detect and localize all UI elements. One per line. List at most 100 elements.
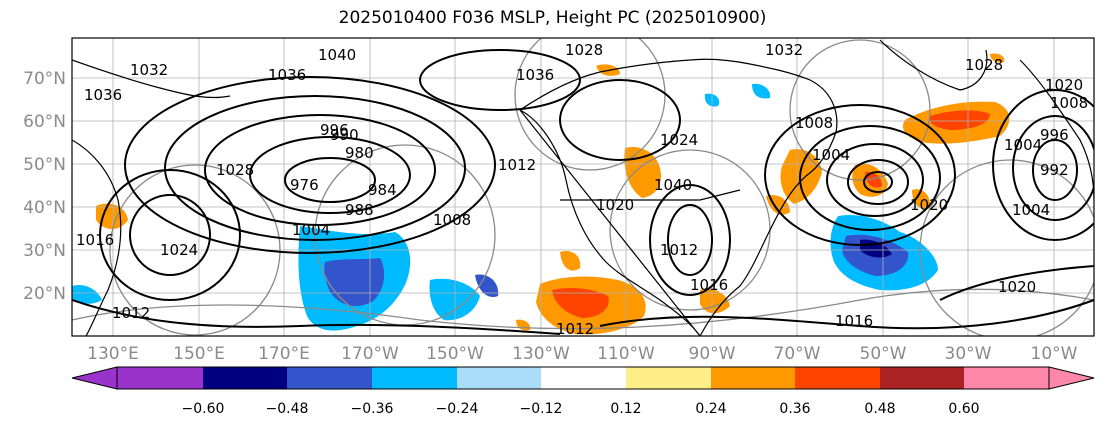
- isobar-label: 1020: [1045, 76, 1083, 94]
- longitude-labels: 130°E 150°E 170°E 170°W 150°W 130°W 110°…: [87, 344, 1078, 364]
- isobar-label: 996: [1040, 126, 1069, 144]
- isobar-label: 1008: [795, 114, 833, 132]
- colorbar-tick: 0.60: [948, 401, 979, 417]
- lat-label: 60°N: [23, 112, 66, 132]
- positive-anomaly-region: [990, 53, 1005, 63]
- isobar-label: 1016: [690, 276, 728, 294]
- isobar-label: 1004: [292, 221, 330, 239]
- isobar-label: 1020: [596, 196, 634, 214]
- isobar-label: 1028: [216, 161, 254, 179]
- lat-label: 30°N: [23, 241, 66, 261]
- lon-label: 130°E: [87, 344, 139, 364]
- colorbar-extend-low: [71, 366, 118, 390]
- isobar-label: 1036: [516, 66, 554, 84]
- lon-label: 30°W: [945, 344, 992, 364]
- isobar-label: 996: [320, 121, 349, 139]
- lat-label: 20°N: [23, 284, 66, 304]
- lon-label: 70°W: [774, 344, 821, 364]
- positive-anomaly-region: [865, 171, 882, 188]
- lon-label: 90°W: [689, 344, 736, 364]
- isobar-label: 1004: [1012, 201, 1050, 219]
- isobar-label: 1024: [160, 241, 198, 259]
- colorbar-extend-high: [1048, 366, 1095, 390]
- isobar-label: 1004: [1004, 136, 1042, 154]
- lat-label: 70°N: [23, 69, 66, 89]
- colorbar-cell: [287, 367, 372, 389]
- isobar-label: 1008: [433, 211, 471, 229]
- colorbar-tick: −0.24: [436, 401, 479, 417]
- isobar-label: 1032: [765, 41, 803, 59]
- lat-lon-grid: [72, 38, 1094, 336]
- europe-coast: [1019, 59, 1094, 201]
- isobar-label: 1028: [565, 41, 603, 59]
- colorbar-cell: [964, 367, 1049, 389]
- isobar-label: 1040: [318, 46, 356, 64]
- colorbar-tick: 0.48: [864, 401, 895, 417]
- map-title: 2025010400 F036 MSLP, Height PC (2025010…: [338, 8, 767, 28]
- isobar-label: 980: [345, 144, 374, 162]
- colorbar-cell: [117, 367, 203, 389]
- isobar-label: 1032: [130, 61, 168, 79]
- asia-coast: [72, 59, 231, 336]
- isobar-label: 1012: [660, 241, 698, 259]
- isobar-labels: 1036 1040 1032 1028 1036 1032 1028 1020 …: [76, 41, 1088, 338]
- lon-label: 10°W: [1031, 344, 1078, 364]
- colorbar: −0.60 −0.48 −0.36 −0.24 −0.12 0.12 0.24 …: [71, 366, 1095, 417]
- negative-anomaly-region: [72, 284, 102, 304]
- colorbar-cell: [457, 367, 541, 389]
- isobar-label: 1024: [660, 131, 698, 149]
- isobar-label: 1036: [268, 66, 306, 84]
- latitude-labels: 70°N 60°N 50°N 40°N 30°N 20°N: [23, 69, 66, 304]
- lon-label: 170°W: [341, 344, 399, 364]
- isobar-label: 1020: [998, 278, 1036, 296]
- positive-anomaly-region: [780, 149, 822, 204]
- isobar-label: 1012: [556, 320, 594, 338]
- colorbar-cell: [711, 367, 795, 389]
- lon-label: 110°W: [597, 344, 655, 364]
- isobar-label: 1020: [910, 196, 948, 214]
- lat-label: 40°N: [23, 198, 66, 218]
- lon-label: 50°W: [860, 344, 907, 364]
- colorbar-cell: [372, 367, 457, 389]
- height-contours: [72, 38, 1094, 336]
- positive-anomaly-region: [552, 288, 609, 318]
- lat-label: 50°N: [23, 155, 66, 175]
- positive-anomaly-region: [700, 288, 730, 314]
- isobar-label: 1036: [84, 86, 122, 104]
- colorbar-tick: −0.60: [182, 401, 225, 417]
- positive-anomaly-region: [929, 110, 990, 130]
- isobar-label: 984: [368, 181, 397, 199]
- colorbar-cell: [880, 367, 964, 389]
- positive-anomaly-region: [560, 250, 581, 271]
- colorbar-tick: −0.36: [351, 401, 394, 417]
- map-frame: [71, 37, 1095, 337]
- isobar-label: 976: [290, 176, 319, 194]
- negative-anomaly-region: [752, 83, 771, 99]
- north-america-coast: [519, 58, 838, 336]
- lon-label: 130°W: [512, 344, 570, 364]
- isobar-label: 1040: [654, 176, 692, 194]
- isobar-label: 1008: [1050, 94, 1088, 112]
- lon-label: 170°E: [258, 344, 310, 364]
- isobar-label: 1028: [965, 56, 1003, 74]
- colorbar-tick: 0.24: [695, 401, 726, 417]
- colorbar-tick: −0.12: [520, 401, 563, 417]
- negative-anomaly-region: [324, 258, 385, 307]
- isobars: [72, 49, 1094, 335]
- colorbar-tick: 0.12: [610, 401, 641, 417]
- colorbar-tick: 0.36: [779, 401, 810, 417]
- negative-anomaly-region: [475, 274, 499, 298]
- isobar-label: 1012: [112, 304, 150, 322]
- colorbar-cell: [626, 367, 711, 389]
- isobar-label: 1016: [835, 312, 873, 330]
- colorbar-cell: [203, 367, 287, 389]
- lon-label: 150°W: [426, 344, 484, 364]
- isobar-label: 1012: [498, 156, 536, 174]
- isobar-label: 1004: [812, 146, 850, 164]
- coastlines: [72, 39, 1094, 336]
- greenland-coast: [879, 39, 988, 91]
- positive-anomaly-region: [912, 189, 931, 210]
- colorbar-tick: −0.48: [266, 401, 309, 417]
- us-border: [560, 189, 741, 201]
